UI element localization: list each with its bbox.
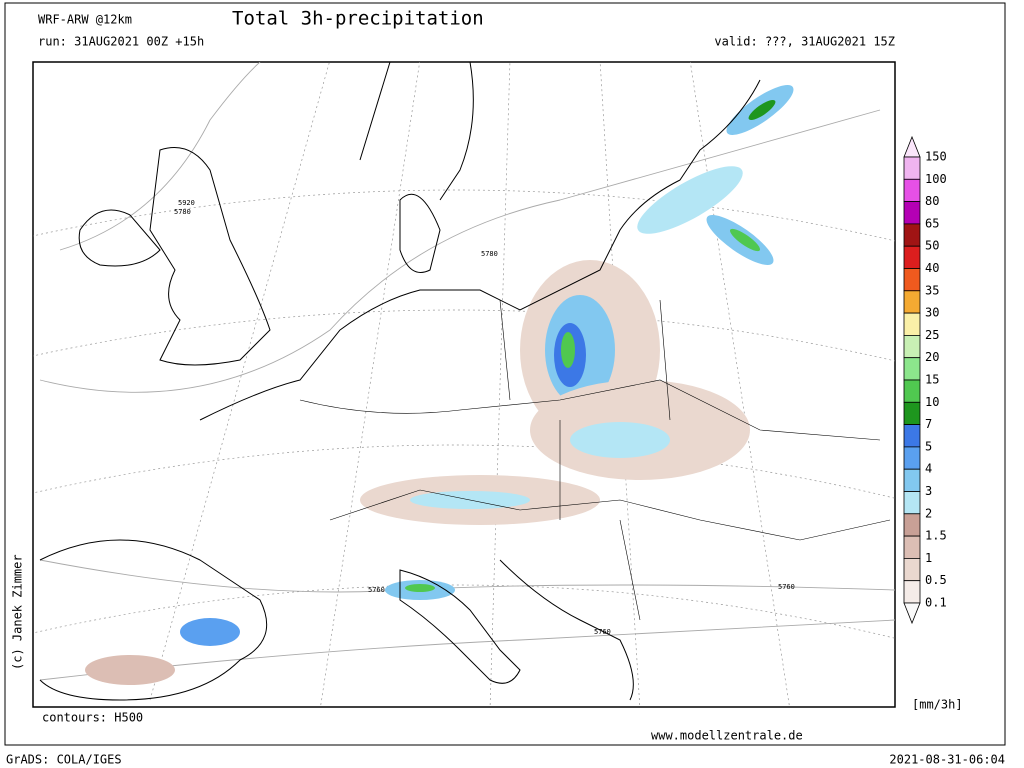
- legend-label: 40: [925, 261, 939, 275]
- legend-label: 25: [925, 328, 939, 342]
- legend-swatch: [903, 468, 921, 492]
- legend-swatch: [903, 334, 921, 359]
- legend-label: 15: [925, 373, 939, 387]
- contour-label: 5760: [594, 628, 611, 636]
- legend-swatch: [903, 290, 921, 314]
- map: 5920 5780 5760 5760 5760 5780: [32, 61, 896, 708]
- legend-label: 2: [925, 506, 932, 520]
- legend: 150 100 80 65 50 40 35 30 25 20 15 10 7 5 4 3 2 1.5 1 0.5 0.…: [903, 135, 947, 625]
- legend-swatch: [903, 223, 921, 247]
- contour-label: 5760: [368, 586, 385, 594]
- run-label: run: 31AUG2021 00Z +15h: [38, 35, 204, 49]
- contour-label: 5780: [481, 250, 498, 258]
- legend-swatch: [903, 178, 921, 203]
- legend-label: 80: [925, 194, 939, 208]
- coastlines: [39, 62, 761, 701]
- legend-swatch: [903, 268, 921, 292]
- legend-label: 35: [925, 283, 939, 297]
- legend-unit: [mm/3h]: [912, 698, 963, 712]
- legend-label: 20: [925, 350, 939, 364]
- legend-swatch: [903, 201, 921, 225]
- legend-label: 150: [925, 150, 947, 164]
- legend-swatch: [903, 580, 921, 604]
- legend-swatch: [903, 491, 921, 515]
- contours-note: contours: H500: [42, 711, 143, 725]
- valid-label: valid: ???, 31AUG2021 15Z: [714, 35, 895, 49]
- legend-swatch: [903, 156, 921, 180]
- legend-swatch: [903, 558, 921, 582]
- legend-label: 0.1: [925, 596, 947, 610]
- contour-label: 5760: [778, 583, 795, 591]
- copyright: (c) Janek Zimmer: [11, 554, 25, 670]
- legend-label: 7: [925, 417, 932, 431]
- legend-label: 0.5: [925, 573, 947, 587]
- software: GrADS: COLA/IGES: [6, 753, 122, 767]
- legend-label: 65: [925, 216, 939, 230]
- map-frame: [32, 61, 896, 708]
- legend-swatch: [903, 602, 921, 625]
- legend-label: 50: [925, 239, 939, 253]
- borders: [299, 299, 891, 621]
- precipitation: [85, 85, 794, 685]
- legend-label: 4: [925, 462, 932, 476]
- legend-label: 30: [925, 306, 939, 320]
- timestamp: 2021-08-31-06:04: [889, 753, 1005, 767]
- legend-label: 1.5: [925, 529, 947, 543]
- website: www.modellzentrale.de: [651, 729, 803, 743]
- legend-swatch: [903, 245, 921, 269]
- legend-swatch: [903, 535, 921, 559]
- legend-swatch: [903, 446, 921, 470]
- legend-label: 10: [925, 395, 939, 409]
- legend-label: 1: [925, 551, 932, 565]
- legend-swatch: [903, 312, 921, 336]
- title: Total 3h-precipitation: [232, 8, 484, 30]
- legend-swatch: [903, 379, 921, 403]
- legend-swatch: [903, 401, 921, 425]
- legend-swatch: [903, 357, 921, 381]
- contour-label: 5780: [174, 208, 191, 216]
- legend-label: 100: [925, 172, 947, 186]
- graticule: [33, 62, 895, 707]
- contour-label: 5920: [178, 199, 195, 207]
- legend-swatch: [903, 513, 921, 537]
- legend-label: 3: [925, 484, 932, 498]
- legend-swatch: [903, 424, 921, 448]
- model-label: WRF-ARW @12km: [38, 13, 132, 27]
- legend-label: 5: [925, 439, 932, 453]
